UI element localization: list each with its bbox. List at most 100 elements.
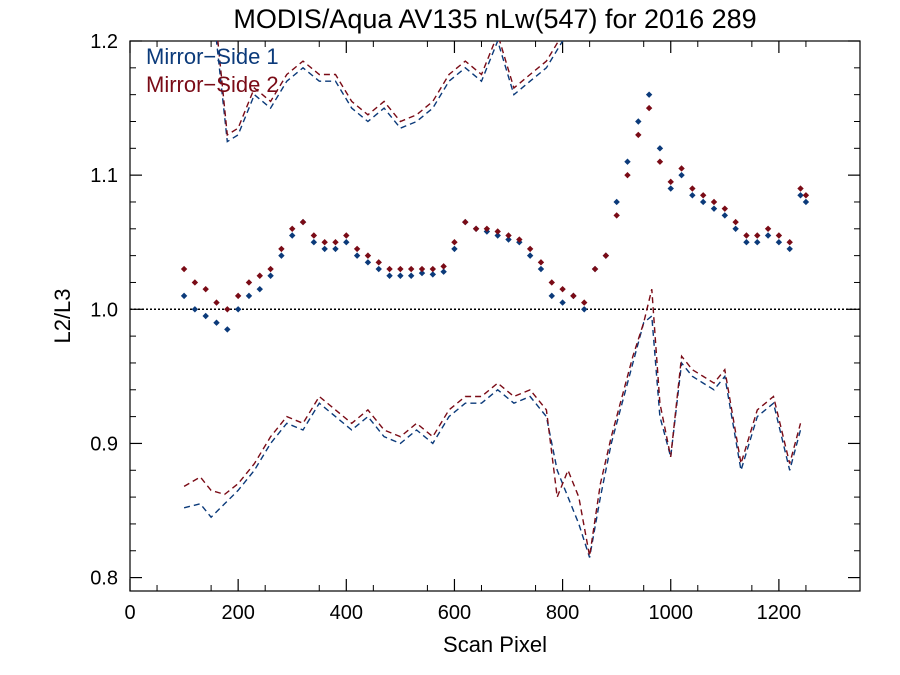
series-2-point — [764, 225, 772, 233]
series-2-point — [581, 299, 588, 306]
series-2-point — [591, 265, 599, 273]
series-1-point — [754, 239, 761, 246]
series-2-point — [743, 232, 750, 239]
series-1-point — [343, 239, 350, 246]
series-2-point — [505, 232, 512, 239]
x-tick-label: 0 — [124, 602, 135, 624]
series-1-point — [656, 145, 664, 152]
series-points — [180, 91, 810, 333]
chart-title: MODIS/Aqua AV135 nLw(547) for 2016 289 — [233, 4, 756, 34]
series-2-point — [429, 265, 437, 273]
series-2-point — [786, 239, 793, 246]
series-1-point — [224, 326, 231, 333]
series-1-point — [678, 171, 685, 179]
series-2-point — [353, 245, 361, 253]
series-2-point — [397, 265, 404, 273]
series-1-point — [559, 299, 566, 306]
series-1-point — [721, 212, 729, 219]
series-1-point — [202, 312, 209, 320]
legend-ms1: Mirror−Side 1 — [146, 44, 279, 69]
series-2-point — [721, 205, 729, 212]
series-2-point — [343, 232, 350, 239]
series-2-point — [635, 131, 642, 139]
series-1-point — [689, 192, 696, 199]
series-2-point — [224, 306, 231, 313]
series-1-point — [786, 245, 793, 253]
series-2-point — [213, 299, 220, 306]
series-1-point — [743, 239, 750, 246]
legend: Mirror−Side 1 Mirror−Side 2 — [146, 44, 279, 97]
series-2-point — [613, 212, 620, 219]
y-axis: 0.8 0.9 1.0 1.1 1.2 — [90, 31, 860, 590]
series-lines — [183, 41, 802, 558]
series-1-point — [407, 272, 415, 279]
x-axis-label: Scan Pixel — [443, 632, 547, 657]
series-2-point — [278, 245, 285, 253]
series-2-point — [754, 232, 761, 239]
series-2-point — [289, 225, 296, 233]
series-1-point — [289, 232, 296, 239]
series-1-point — [451, 245, 458, 253]
series-2-point — [310, 232, 318, 239]
series-1-point — [245, 292, 253, 300]
x-tick-label: 800 — [546, 602, 579, 624]
series-1-point — [234, 306, 242, 313]
series-2-point — [462, 218, 469, 226]
series-1-point — [645, 91, 653, 98]
x-tick-label: 600 — [438, 602, 471, 624]
series-1-point — [764, 232, 772, 239]
series-2-point — [234, 292, 242, 300]
series-1-lower-line — [183, 314, 802, 558]
series-1-point — [386, 272, 393, 279]
series-1-point — [180, 292, 188, 300]
y-tick-label: 1.0 — [90, 299, 118, 321]
series-2-point — [797, 185, 804, 192]
series-1-point — [278, 252, 285, 259]
y-axis-label: L2/L3 — [50, 288, 75, 343]
series-2-point — [802, 192, 810, 199]
x-tick-label: 200 — [221, 602, 254, 624]
series-2-point — [191, 279, 199, 286]
plot-area: 0 200 400 600 800 1000 1200 0.8 0.9 1.0 1.1 1.2 — [90, 31, 861, 624]
series-2-point — [710, 198, 718, 206]
x-tick-label: 400 — [330, 602, 363, 624]
series-2-point — [656, 158, 664, 165]
series-1-point — [440, 268, 447, 275]
series-1-point — [418, 269, 426, 277]
series-1-point — [256, 285, 263, 293]
series-2-point — [202, 285, 209, 293]
series-1-point — [526, 252, 534, 259]
series-1-point — [732, 225, 739, 233]
series-1-point — [267, 272, 274, 279]
series-2-point — [775, 232, 783, 239]
series-2-point — [472, 225, 480, 233]
series-1-point — [310, 239, 318, 246]
legend-ms2: Mirror−Side 2 — [146, 72, 279, 97]
y-tick-label: 1.2 — [90, 31, 118, 53]
series-1-point — [332, 245, 339, 253]
series-2-point — [548, 279, 555, 286]
series-1-point — [635, 118, 642, 125]
series-2-point — [245, 279, 253, 286]
series-2-point — [526, 245, 534, 253]
series-1-point — [548, 292, 555, 300]
plot-frame — [129, 40, 861, 592]
series-2-point — [602, 252, 610, 259]
series-2-point — [483, 225, 491, 233]
series-2-upper-line — [217, 41, 560, 137]
series-1-point — [321, 245, 328, 253]
series-1-point — [397, 272, 404, 279]
series-2-point — [689, 185, 696, 192]
series-2-point — [645, 104, 653, 112]
series-2-point — [267, 265, 274, 273]
series-2-point — [516, 236, 523, 243]
series-1-point — [775, 239, 783, 246]
x-axis: 0 200 400 600 800 1000 1200 — [124, 41, 807, 624]
series-2-point — [256, 272, 263, 279]
series-2-point — [299, 218, 307, 226]
series-2-point — [732, 218, 739, 226]
series-2-lower-line — [183, 289, 802, 557]
series-1-point — [710, 205, 718, 212]
series-2-point — [332, 239, 339, 246]
